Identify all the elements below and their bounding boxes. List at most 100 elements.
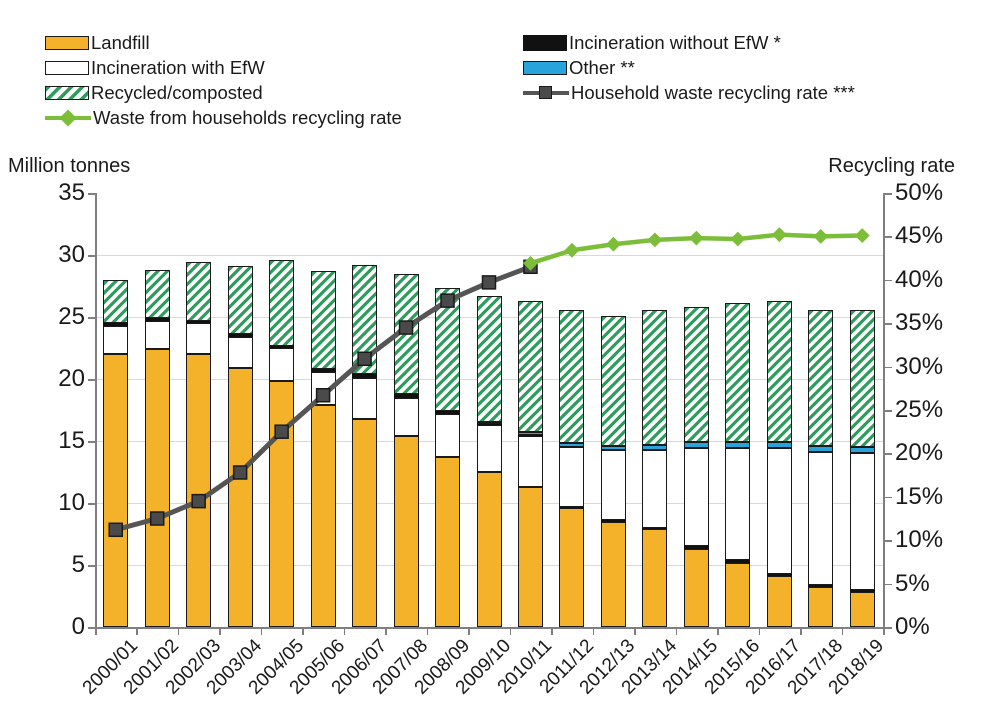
diamond-marker-icon	[688, 230, 704, 246]
y-axis-left-tick-label: 5	[71, 551, 85, 578]
bar-segment-incineration_with_efw	[725, 448, 751, 561]
y-axis-left-tick	[88, 565, 95, 567]
bar-segment-incineration_with_efw	[144, 320, 170, 350]
legend-item: Recycled/composted	[45, 80, 402, 105]
bar-segment-recycled	[186, 262, 212, 321]
bar-segment-incineration_without_efw	[849, 589, 875, 593]
bar-segment-recycled	[683, 307, 709, 443]
bar-segment-other	[642, 444, 668, 450]
bar-segment-other	[849, 447, 875, 454]
x-axis	[95, 627, 885, 629]
y-axis-left-tick	[88, 255, 95, 257]
bar-segment-other	[517, 432, 543, 435]
x-axis-tick	[219, 628, 221, 635]
y-axis-left-tick-label: 0	[71, 613, 85, 640]
bar-segment-incineration_with_efw	[559, 447, 585, 507]
bar-segment-landfill	[808, 587, 834, 627]
y-axis-right-tick	[884, 279, 892, 282]
y-axis-right-tick	[884, 410, 892, 412]
y-axis-left-tick	[88, 441, 95, 443]
y-axis-right	[883, 193, 885, 627]
x-axis-tick	[592, 628, 595, 635]
x-axis-tick	[136, 628, 138, 635]
bar-segment-landfill	[600, 521, 626, 627]
bar-segment-other	[476, 422, 502, 425]
bar-segment-landfill	[352, 418, 378, 627]
y-axis-left-tick-label: 20	[58, 365, 85, 392]
bar-segment-recycled	[269, 259, 295, 346]
y-axis-right-tick	[884, 323, 892, 325]
bar-segment-recycled	[517, 300, 543, 433]
bar-segment-incineration_with_efw	[600, 449, 626, 521]
y-axis-right-tick-label: 40%	[895, 265, 944, 293]
bar-segment-landfill	[725, 562, 751, 627]
bar-segment-incineration_with_efw	[352, 377, 378, 419]
x-axis-tick	[343, 628, 346, 635]
bar-segment-incineration_without_efw	[227, 334, 253, 337]
diamond-marker-icon	[813, 228, 829, 244]
y-axis-right-tick-label: 30%	[895, 352, 944, 380]
y-axis-right-tick-label: 5%	[895, 569, 930, 597]
x-axis-tick	[260, 628, 263, 635]
bar-segment-incineration_without_efw	[683, 546, 709, 549]
bar-segment-landfill	[435, 457, 461, 627]
y-axis-left-tick-label: 35	[58, 179, 85, 206]
household-waste-line-swatch	[523, 83, 569, 103]
gridline	[95, 255, 883, 256]
bar-segment-other	[600, 445, 626, 450]
x-axis-tick	[883, 628, 885, 635]
bar-segment-other	[683, 442, 709, 449]
x-axis-tick	[426, 628, 429, 635]
diamond-marker-icon	[605, 236, 621, 252]
y-axis-left-tick-label: 30	[58, 241, 85, 268]
legend-item-label: Household waste recycling rate ***	[571, 82, 855, 103]
y-axis-right-tick-label: 45%	[895, 222, 944, 250]
y-axis-left-tick-label: 15	[58, 427, 85, 454]
chart-legend-right-column: Incineration without EfW * Other ** Househ…	[523, 30, 855, 105]
y-axis-right-tick-label: 35%	[895, 309, 944, 337]
bar-segment-incineration_with_efw	[642, 449, 668, 528]
y-axis-right-tick-label: 10%	[895, 526, 944, 554]
square-marker-icon	[481, 275, 497, 290]
bar-segment-recycled	[600, 315, 626, 446]
bar-segment-incineration_without_efw	[725, 560, 751, 563]
y-axis-left-tick	[88, 627, 95, 629]
waste-from-households-line-swatch	[45, 108, 91, 128]
diamond-marker-icon	[523, 255, 538, 271]
y-axis-left-tick	[88, 503, 95, 505]
x-axis-tick	[758, 628, 761, 635]
legend-item: Incineration with EfW	[45, 55, 402, 80]
y-axis-right-tick-label: 15%	[895, 482, 944, 510]
y-axis-left	[95, 193, 97, 627]
bar-segment-incineration_without_efw	[642, 527, 668, 530]
y-axis-right-tick	[884, 540, 892, 542]
bar-segment-incineration_without_efw	[269, 345, 295, 348]
y-axis-right-tick	[884, 193, 892, 195]
bar-segment-other	[725, 442, 751, 449]
bar-segment-recycled	[849, 309, 875, 448]
y-axis-right-tick-label: 0%	[895, 613, 930, 640]
x-axis-tick	[177, 628, 180, 635]
legend-item-label: Waste from households recycling rate	[93, 107, 402, 128]
legend-swatch-incw	[45, 60, 89, 75]
diamond-marker-icon	[771, 227, 787, 243]
bar-segment-incineration_without_efw	[517, 434, 543, 437]
bar-segment-incineration_with_efw	[808, 452, 834, 585]
bar-segment-recycled	[808, 309, 834, 446]
legend-swatch-recycled	[45, 85, 89, 100]
bar-segment-recycled	[310, 271, 336, 370]
bar-segment-recycled	[476, 295, 502, 423]
bar-segment-other	[559, 443, 585, 448]
legend-item: Other **	[523, 55, 855, 80]
legend-item-label: Landfill	[91, 32, 150, 53]
x-axis-tick	[841, 628, 844, 635]
y-axis-left-tick	[88, 193, 95, 195]
bar-segment-recycled	[725, 303, 751, 443]
bar-segment-landfill	[766, 576, 792, 627]
bar-segment-incineration_without_efw	[310, 369, 336, 372]
bar-segment-landfill	[269, 381, 295, 627]
bar-segment-recycled	[559, 309, 585, 444]
bar-segment-other	[766, 442, 792, 449]
bar-segment-incineration_without_efw	[103, 323, 129, 326]
bar-segment-incineration_without_efw	[393, 393, 419, 398]
